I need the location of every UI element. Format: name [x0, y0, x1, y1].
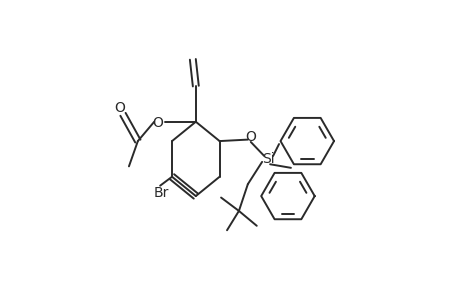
- Text: Br: Br: [154, 186, 169, 200]
- Text: O: O: [244, 130, 255, 144]
- Text: O: O: [152, 116, 163, 130]
- Text: Si: Si: [262, 152, 274, 166]
- Text: O: O: [114, 101, 125, 115]
